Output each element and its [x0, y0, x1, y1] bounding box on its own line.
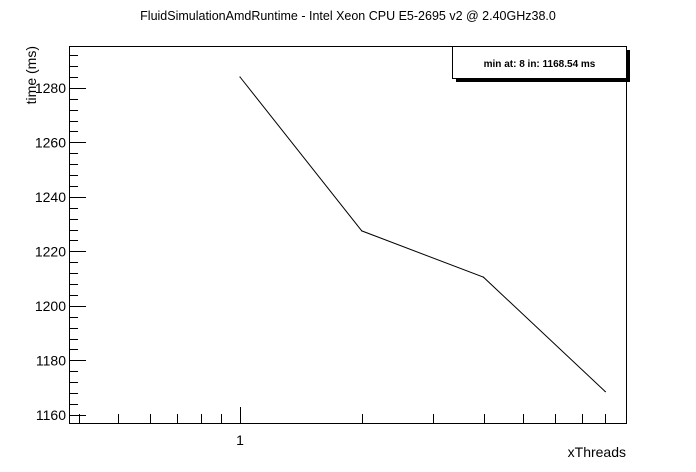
- data-point: [239, 76, 241, 78]
- y-tick-label: 1240: [35, 189, 66, 205]
- data-point: [604, 391, 606, 393]
- legend-box: min at: 8 in: 1168.54 ms: [452, 46, 630, 82]
- data-series: [239, 76, 606, 393]
- y-tick-label: 1260: [35, 134, 66, 150]
- series-line: [239, 76, 606, 392]
- x-axis-ticks: [79, 407, 627, 423]
- y-tick-label: 1200: [35, 298, 66, 314]
- chart-title: FluidSimulationAmdRuntime - Intel Xeon C…: [140, 9, 556, 23]
- y-tick-label: 1180: [36, 352, 66, 368]
- legend-text: min at: 8 in: 1168.54 ms: [484, 59, 596, 70]
- y-axis-title: time (ms): [23, 46, 39, 104]
- data-point: [361, 230, 363, 232]
- y-tick-label: 1280: [35, 80, 66, 96]
- legend-frame: [452, 46, 627, 79]
- y-tick-label: 1220: [35, 243, 66, 259]
- y-axis-tick-labels: 1160 1180 1200 1220 1240 1260 1280: [35, 80, 66, 423]
- x-axis-tick-labels: 1: [236, 432, 244, 448]
- x-tick-label: 1: [236, 432, 244, 448]
- data-point: [482, 276, 485, 278]
- x-axis-title: xThreads: [568, 444, 626, 460]
- y-axis-ticks: [70, 55, 86, 416]
- plot-frame: [69, 46, 627, 424]
- y-tick-label: 1160: [36, 407, 66, 423]
